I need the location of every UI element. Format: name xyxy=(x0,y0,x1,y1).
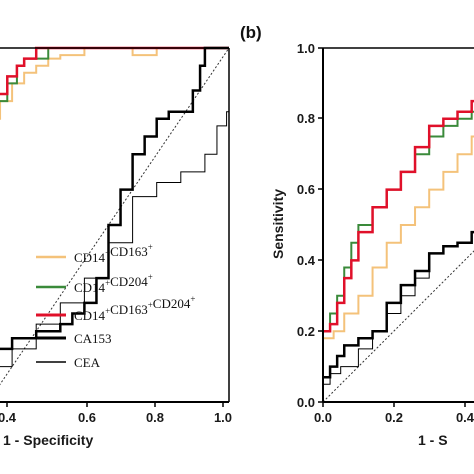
panel-b-y-tick-label: 0.2 xyxy=(297,324,315,339)
panel-b-x-tick-label: 0.4 xyxy=(456,410,474,425)
panel-a-x-axis-title: 1 - Specificity xyxy=(3,432,93,448)
panel-a-roc-chart: 0.4 0.6 0.8 1.0 1 - Specificity xyxy=(0,46,232,448)
panel-a-series-cea xyxy=(0,48,229,368)
panel-b-x-tick-label: 0.0 xyxy=(314,410,332,425)
panel-b-series-cd14poscd163pos xyxy=(323,135,474,340)
panel-a-series-cd14poscd163pos xyxy=(0,47,229,120)
legend: CD14+CD163+ CD14+CD204+CD14+CD163+CD204+ C… xyxy=(36,242,195,370)
panel-b-series-cd14poscd163poscd204pos xyxy=(323,99,474,333)
panel-b-series-cd14poscd204pos xyxy=(323,110,474,333)
panel-b-y-tick-label: 0.4 xyxy=(297,253,316,268)
panel-b-reference-diagonal xyxy=(323,250,474,403)
legend-label: CD14+CD204+ xyxy=(74,272,153,295)
panel-b-series-ca153 xyxy=(323,230,474,379)
panel-a-series-cd14poscd204pos xyxy=(0,47,229,103)
panel-b-series-cea xyxy=(323,231,474,385)
panel-b-y-axis-title: Sensitivity xyxy=(270,189,286,259)
panel-b-y-tick-label: 1.0 xyxy=(297,41,315,56)
legend-label: CD14+CD163+ xyxy=(74,242,153,265)
legend-label: CA153 xyxy=(74,331,112,346)
panel-a-series-ca153 xyxy=(0,46,229,351)
legend-label: CEA xyxy=(74,355,101,370)
panel-a-x-tick-label: 0.6 xyxy=(78,410,96,425)
panel-b-x-axis-title: 1 - S xyxy=(418,432,448,448)
panel-a-x-tick-label: 0.4 xyxy=(0,410,17,425)
panel-b-y-tick-label: 0.6 xyxy=(297,182,315,197)
panel-b-roc-chart: (b) 0.0 0.2 0.4 0.0 0.2 0.4 0.6 0.8 1.0 Sensitiv… xyxy=(240,23,474,448)
panel-b-label: (b) xyxy=(240,23,262,42)
legend-label: CD14+CD163+CD204+ xyxy=(74,294,195,323)
panel-a-series-cd14poscd163poscd204pos xyxy=(0,46,229,96)
panel-a-x-tick-label: 0.8 xyxy=(146,410,164,425)
panel-a-reference-diagonal xyxy=(0,47,229,386)
panel-a-x-tick-label: 1.0 xyxy=(214,410,232,425)
panel-b-plot-area: 0.0 0.2 0.4 0.0 0.2 0.4 0.6 0.8 1.0 xyxy=(297,41,474,425)
panel-b-y-tick-label: 0.0 xyxy=(297,395,315,410)
panel-b-x-tick-label: 0.2 xyxy=(385,410,403,425)
panel-b-y-tick-label: 0.8 xyxy=(297,111,315,126)
panel-a-plot-area: 0.4 0.6 0.8 1.0 xyxy=(0,46,232,425)
